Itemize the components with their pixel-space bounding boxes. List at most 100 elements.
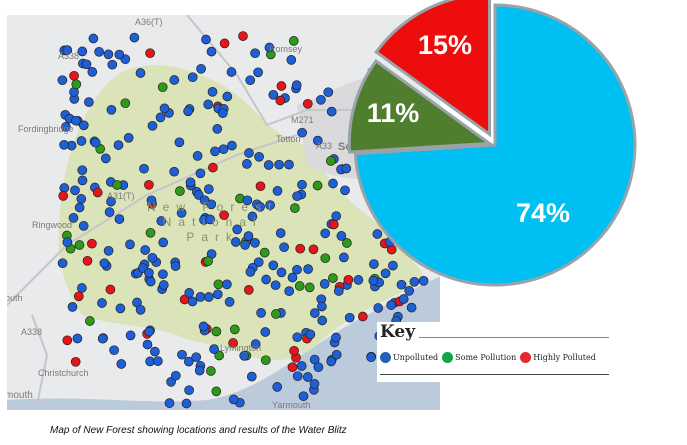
- sample-marker-some-pollution[interactable]: [288, 36, 299, 46]
- sample-marker-some-pollution[interactable]: [214, 350, 225, 361]
- sample-marker-unpolluted[interactable]: [242, 195, 253, 206]
- sample-marker-some-pollution[interactable]: [325, 156, 336, 166]
- sample-marker-unpolluted[interactable]: [76, 136, 87, 146]
- sample-marker-unpolluted[interactable]: [145, 276, 156, 287]
- sample-marker-unpolluted[interactable]: [326, 106, 337, 117]
- sample-marker-unpolluted[interactable]: [147, 252, 158, 263]
- sample-marker-unpolluted[interactable]: [292, 332, 303, 343]
- sample-marker-unpolluted[interactable]: [245, 75, 256, 86]
- sample-marker-highly-polluted[interactable]: [70, 356, 81, 367]
- sample-marker-unpolluted[interactable]: [177, 349, 187, 360]
- sample-marker-unpolluted[interactable]: [191, 352, 202, 363]
- sample-marker-unpolluted[interactable]: [303, 264, 313, 274]
- sample-marker-highly-polluted[interactable]: [289, 345, 299, 356]
- sample-marker-unpolluted[interactable]: [57, 258, 68, 269]
- sample-marker-unpolluted[interactable]: [125, 239, 135, 250]
- sample-marker-highly-polluted[interactable]: [69, 70, 79, 81]
- sample-marker-unpolluted[interactable]: [404, 285, 415, 296]
- sample-marker-unpolluted[interactable]: [61, 122, 71, 132]
- sample-marker-unpolluted[interactable]: [135, 68, 146, 78]
- sample-marker-unpolluted[interactable]: [139, 163, 149, 174]
- sample-marker-unpolluted[interactable]: [250, 48, 260, 59]
- sample-marker-unpolluted[interactable]: [183, 106, 193, 117]
- sample-marker-unpolluted[interactable]: [201, 34, 211, 45]
- sample-marker-unpolluted[interactable]: [246, 371, 257, 382]
- sample-marker-unpolluted[interactable]: [224, 297, 235, 307]
- sample-marker-unpolluted[interactable]: [339, 252, 349, 263]
- sample-marker-unpolluted[interactable]: [287, 272, 298, 283]
- sample-marker-unpolluted[interactable]: [275, 228, 286, 238]
- sample-marker-unpolluted[interactable]: [113, 140, 124, 150]
- sample-marker-unpolluted[interactable]: [406, 302, 417, 313]
- sample-marker-unpolluted[interactable]: [77, 175, 88, 186]
- sample-marker-unpolluted[interactable]: [212, 124, 223, 134]
- sample-marker-some-pollution[interactable]: [213, 279, 224, 290]
- sample-marker-highly-polluted[interactable]: [243, 285, 254, 295]
- sample-marker-unpolluted[interactable]: [174, 137, 185, 148]
- sample-marker-some-pollution[interactable]: [85, 316, 95, 326]
- sample-marker-unpolluted[interactable]: [70, 185, 80, 196]
- sample-marker-unpolluted[interactable]: [317, 315, 328, 326]
- sample-marker-highly-polluted[interactable]: [228, 338, 238, 348]
- sample-marker-unpolluted[interactable]: [62, 45, 73, 55]
- sample-marker-unpolluted[interactable]: [170, 370, 181, 381]
- sample-marker-highly-polluted[interactable]: [62, 335, 73, 346]
- sample-marker-highly-polluted[interactable]: [82, 255, 93, 266]
- sample-marker-unpolluted[interactable]: [210, 146, 220, 157]
- sample-marker-unpolluted[interactable]: [195, 168, 206, 179]
- sample-marker-unpolluted[interactable]: [195, 292, 206, 302]
- sample-marker-some-pollution[interactable]: [120, 98, 131, 109]
- sample-marker-unpolluted[interactable]: [276, 267, 287, 278]
- sample-marker-unpolluted[interactable]: [199, 195, 210, 206]
- sample-marker-unpolluted[interactable]: [268, 260, 279, 271]
- sample-marker-unpolluted[interactable]: [181, 398, 192, 409]
- sample-marker-unpolluted[interactable]: [194, 365, 205, 376]
- sample-marker-unpolluted[interactable]: [203, 184, 214, 194]
- sample-marker-unpolluted[interactable]: [146, 195, 157, 206]
- sample-marker-unpolluted[interactable]: [68, 213, 79, 223]
- sample-marker-unpolluted[interactable]: [253, 257, 264, 268]
- sample-marker-unpolluted[interactable]: [284, 286, 295, 296]
- sample-marker-unpolluted[interactable]: [140, 245, 151, 255]
- sample-marker-some-pollution[interactable]: [71, 79, 82, 90]
- sample-marker-unpolluted[interactable]: [72, 333, 83, 344]
- sample-marker-highly-polluted[interactable]: [328, 219, 339, 230]
- sample-marker-unpolluted[interactable]: [100, 153, 111, 164]
- sample-marker-unpolluted[interactable]: [78, 221, 89, 231]
- sample-marker-unpolluted[interactable]: [77, 46, 88, 57]
- sample-marker-unpolluted[interactable]: [263, 160, 274, 170]
- sample-marker-unpolluted[interactable]: [344, 312, 355, 323]
- sample-marker-unpolluted[interactable]: [156, 216, 167, 226]
- sample-marker-unpolluted[interactable]: [103, 49, 114, 60]
- sample-marker-unpolluted[interactable]: [326, 356, 337, 367]
- sample-marker-unpolluted[interactable]: [340, 185, 350, 196]
- sample-marker-unpolluted[interactable]: [198, 321, 209, 332]
- sample-marker-some-pollution[interactable]: [304, 282, 315, 293]
- sample-marker-unpolluted[interactable]: [297, 179, 307, 190]
- sample-marker-unpolluted[interactable]: [312, 135, 323, 146]
- sample-marker-unpolluted[interactable]: [158, 269, 168, 280]
- sample-marker-unpolluted[interactable]: [129, 32, 140, 43]
- sample-marker-unpolluted[interactable]: [147, 120, 158, 131]
- sample-marker-unpolluted[interactable]: [88, 33, 99, 44]
- sample-marker-unpolluted[interactable]: [227, 140, 237, 151]
- sample-marker-unpolluted[interactable]: [74, 202, 85, 213]
- sample-marker-some-pollution[interactable]: [328, 273, 338, 283]
- sample-marker-unpolluted[interactable]: [81, 59, 92, 70]
- sample-marker-unpolluted[interactable]: [323, 87, 334, 98]
- sample-marker-some-pollution[interactable]: [145, 227, 156, 238]
- sample-marker-unpolluted[interactable]: [305, 329, 316, 340]
- sample-marker-highly-polluted[interactable]: [276, 81, 287, 91]
- sample-marker-highly-polluted[interactable]: [73, 291, 84, 302]
- sample-marker-some-pollution[interactable]: [211, 326, 222, 337]
- sample-marker-unpolluted[interactable]: [256, 308, 266, 318]
- sample-marker-highly-polluted[interactable]: [255, 181, 266, 192]
- sample-marker-unpolluted[interactable]: [135, 304, 146, 315]
- sample-marker-some-pollution[interactable]: [312, 180, 323, 191]
- sample-marker-unpolluted[interactable]: [386, 300, 397, 310]
- sample-marker-unpolluted[interactable]: [292, 371, 303, 382]
- sample-marker-unpolluted[interactable]: [203, 292, 214, 302]
- sample-marker-unpolluted[interactable]: [316, 94, 326, 105]
- sample-marker-unpolluted[interactable]: [292, 191, 302, 202]
- sample-marker-unpolluted[interactable]: [109, 345, 119, 356]
